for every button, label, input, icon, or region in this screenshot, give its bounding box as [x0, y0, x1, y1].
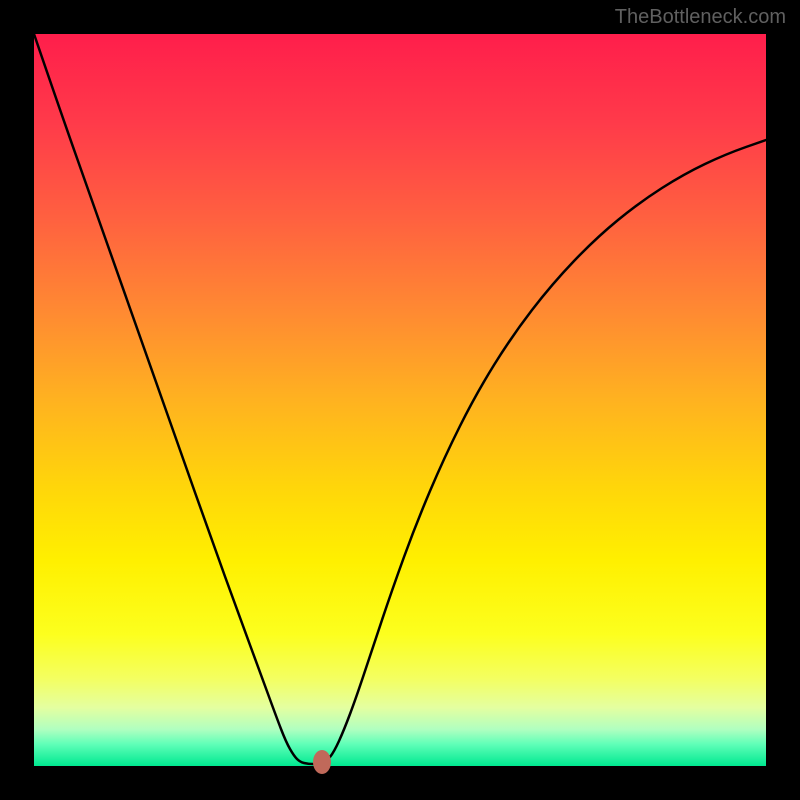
watermark-text: TheBottleneck.com — [615, 6, 786, 29]
chart-container: TheBottleneck.com — [0, 0, 800, 800]
plot-background — [34, 34, 766, 766]
optimal-point-marker — [313, 750, 331, 774]
chart-svg — [0, 0, 800, 800]
